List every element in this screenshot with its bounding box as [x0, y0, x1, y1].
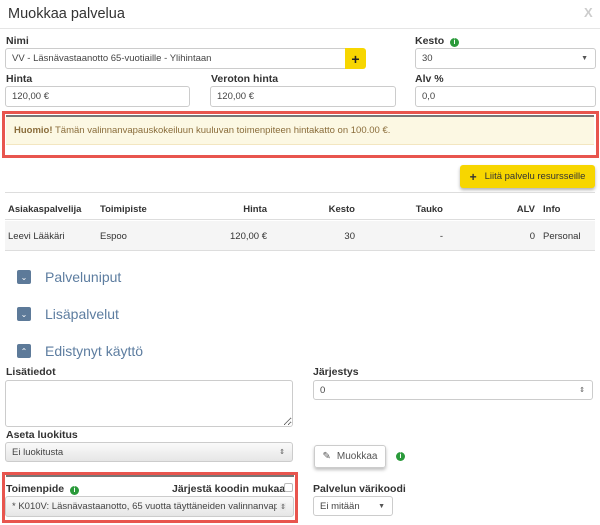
select-arrows-icon: ⇕ [280, 502, 286, 511]
color-code-value: Ei mitään [320, 500, 360, 512]
stepper-icon[interactable]: ⇕ [579, 387, 585, 394]
order-input[interactable]: 0 ⇕ [313, 380, 593, 400]
column-header: ALV [516, 204, 535, 215]
table-cell: 30 [344, 231, 355, 242]
column-header: Asiakaspalvelija [8, 204, 82, 215]
procedure-label: Toimenpide i [6, 483, 79, 495]
vat-label: Alv % [415, 73, 444, 85]
classification-value: Ei luokitusta [12, 446, 64, 458]
price-label: Hinta [6, 73, 33, 85]
net-price-input[interactable]: 120,00 € [210, 86, 396, 107]
column-header: Hinta [243, 204, 267, 215]
chevron-down-icon: ▼ [378, 502, 385, 510]
plus-icon: + [351, 50, 360, 67]
table-cell: 120,00 € [230, 231, 267, 242]
vat-input[interactable]: 0,0 [415, 86, 596, 107]
name-value: VV - Läsnävastaanotto 65-vuotiaille - Yl… [12, 53, 212, 64]
order-value: 0 [320, 384, 326, 396]
color-code-select[interactable]: Ei mitään ▼ [313, 496, 393, 516]
chevron-down-icon: ⌄ [17, 307, 31, 321]
color-code-label: Palvelun värikoodi [313, 483, 406, 495]
highlight-box [2, 472, 298, 523]
procedure-value: * K010V: Läsnävastaanotto, 65 vuotta täy… [12, 501, 277, 512]
column-header: Toimipiste [100, 204, 147, 215]
table-cell: - [439, 231, 443, 242]
notes-label: Lisätiedot [6, 366, 56, 378]
sort-by-code-checkbox[interactable] [284, 483, 293, 492]
column-header: Info [543, 204, 561, 215]
edit-icon: ✎ [322, 451, 331, 462]
edit-classification-button[interactable]: ✎ Muokkaa [314, 445, 386, 468]
net-price-label: Veroton hinta [211, 73, 279, 85]
chevron-up-icon: ⌃ [17, 344, 31, 358]
vat-value: 0,0 [422, 91, 436, 102]
sort-by-code-label: Järjestä koodin mukaan [172, 483, 292, 495]
classification-label: Aseta luokitus [6, 429, 78, 441]
accordion-label: Edistynyt käyttö [45, 343, 144, 359]
price-cap-alert: Huomio! Tämän valinnanvapauskokeiluun ku… [6, 115, 594, 145]
add-name-button[interactable]: + [345, 48, 366, 69]
accordion-label: Palveluniput [45, 269, 122, 285]
duration-value: 30 [422, 53, 433, 64]
plus-icon: + [469, 169, 477, 184]
accordion-lisapalvelut[interactable]: ⌄ Lisäpalvelut [17, 306, 119, 322]
chevron-down-icon: ⌄ [17, 270, 31, 284]
order-label: Järjestys [313, 366, 359, 378]
highlight-box [2, 111, 599, 158]
procedure-select[interactable]: * K010V: Läsnävastaanotto, 65 vuotta täy… [5, 496, 294, 517]
header-divider [0, 28, 600, 29]
select-arrows-icon: ⇕ [279, 449, 285, 456]
accordion-palveluniput[interactable]: ⌄ Palveluniput [17, 269, 121, 285]
close-button[interactable]: X [584, 5, 593, 20]
net-price-value: 120,00 € [217, 91, 254, 102]
duration-select[interactable]: 30 ▼ [415, 48, 596, 69]
resource-table: Asiakaspalvelija Toimipiste Hinta Kesto … [5, 192, 595, 251]
attach-to-resources-button[interactable]: + Liitä palvelu resursseille [460, 165, 595, 188]
name-input[interactable]: VV - Läsnävastaanotto 65-vuotiaille - Yl… [5, 48, 346, 69]
dialog-title: Muokkaa palvelua [8, 6, 125, 22]
column-header: Kesto [328, 204, 355, 215]
notes-textarea[interactable] [5, 380, 293, 427]
duration-label: Kesto i [415, 35, 460, 47]
info-icon[interactable]: i [69, 486, 79, 495]
info-icon[interactable]: i [450, 38, 460, 47]
table-cell: Personal [543, 231, 581, 242]
info-icon[interactable]: i [396, 452, 405, 461]
table-cell: Espoo [100, 231, 127, 242]
chevron-down-icon: ▼ [581, 55, 588, 62]
procedure-top-border [6, 475, 294, 477]
table-cell: 0 [529, 231, 535, 242]
classification-select[interactable]: Ei luokitusta ⇕ [5, 442, 293, 462]
name-label: Nimi [6, 35, 29, 47]
table-cell: Leevi Lääkäri [8, 231, 65, 242]
price-input[interactable]: 120,00 € [5, 86, 190, 107]
accordion-edistynyt[interactable]: ⌃ Edistynyt käyttö [17, 343, 143, 359]
accordion-label: Lisäpalvelut [45, 306, 119, 322]
price-value: 120,00 € [12, 91, 49, 102]
column-header: Tauko [415, 204, 443, 215]
